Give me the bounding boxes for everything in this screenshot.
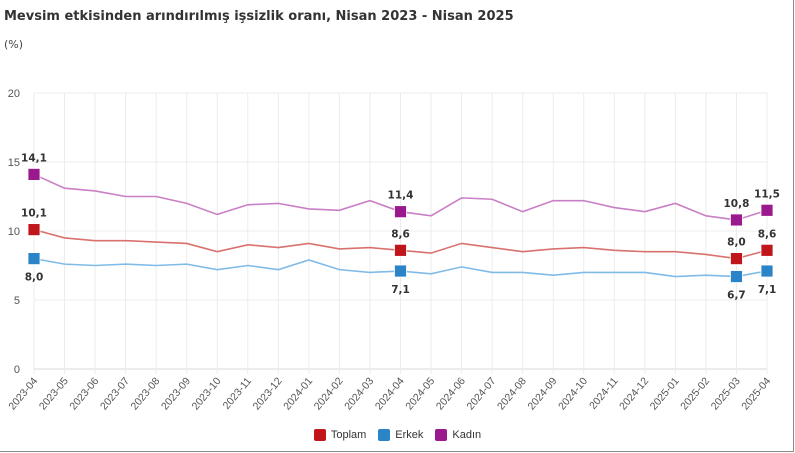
legend: Toplam Erkek Kadın [0,429,795,441]
x-tick-label: 2024-05 [403,375,437,412]
y-tick-label: 20 [8,88,20,100]
data-point-marker [27,252,41,266]
x-tick-label: 2024-04 [373,375,407,412]
data-label: 8,0 [727,237,746,249]
legend-label: Erkek [395,429,424,441]
data-point-marker [730,270,743,283]
data-label: 8,6 [758,228,777,240]
x-tick-label: 2023-07 [98,375,132,412]
data-label: 10,1 [21,208,47,220]
data-label: 8,6 [391,228,410,240]
x-tick-label: 2025-01 [648,375,682,412]
x-tick-label: 2024-09 [526,375,560,412]
x-tick-label: 2024-07 [464,375,498,412]
data-label: 11,4 [388,190,414,202]
data-label: 6,7 [727,290,746,302]
data-label: 7,1 [391,284,410,296]
legend-swatch [378,429,391,441]
legend-item-kadın[interactable]: Kadın [435,429,481,441]
data-point-marker [27,168,41,181]
data-point-marker [394,243,407,257]
legend-label: Toplam [330,429,367,441]
y-tick-label: 15 [8,157,20,169]
data-point-marker [394,205,407,219]
x-tick-label: 2025-02 [678,375,712,412]
y-tick-label: 5 [14,295,20,307]
x-tick-label: 2023-05 [37,375,71,412]
legend-swatch [435,429,448,441]
legend-item-erkek[interactable]: Erkek [378,429,423,441]
data-point-marker [760,264,774,278]
x-tick-label: 2023-09 [159,375,193,412]
data-point-marker [394,264,407,278]
y-axis-unit: (%) [4,38,24,51]
x-tick-label: 2024-11 [587,375,621,412]
data-label: 7,1 [758,284,777,296]
x-tick-label: 2024-10 [556,375,590,412]
x-tick-label: 2024-06 [434,375,468,412]
data-point-marker [760,203,774,217]
x-tick-label: 2023-04 [6,375,40,412]
data-label: 14,1 [21,152,47,164]
x-tick-label: 2024-08 [495,375,529,412]
x-tick-label: 2023-08 [128,375,162,412]
y-tick-label: 0 [14,364,20,376]
data-label: 11,5 [754,188,780,200]
data-point-marker [760,243,774,257]
x-tick-label: 2023-06 [67,375,101,412]
legend-label: Kadın [452,429,482,441]
legend-item-toplam[interactable]: Toplam [313,429,367,441]
x-tick-label: 2024-01 [281,375,315,412]
y-tick-label: 10 [8,226,20,238]
x-tick-label: 2024-02 [312,375,346,412]
data-label: 8,0 [25,272,44,284]
data-point-marker [730,252,743,266]
x-tick-label: 2025-03 [709,375,743,412]
x-tick-label: 2025-04 [739,375,773,412]
x-tick-label: 2024-12 [617,375,651,412]
legend-swatch [313,429,326,441]
data-label: 10,8 [723,198,749,210]
x-tick-label: 2023-10 [190,375,224,412]
x-tick-label: 2023-12 [251,375,285,412]
data-point-marker [730,213,743,227]
x-tick-label: 2023-11 [221,375,255,412]
chart-title: Mevsim etkisinden arındırılmış işsizlik … [4,9,514,24]
x-tick-label: 2024-03 [342,375,376,412]
data-point-marker [27,223,41,237]
